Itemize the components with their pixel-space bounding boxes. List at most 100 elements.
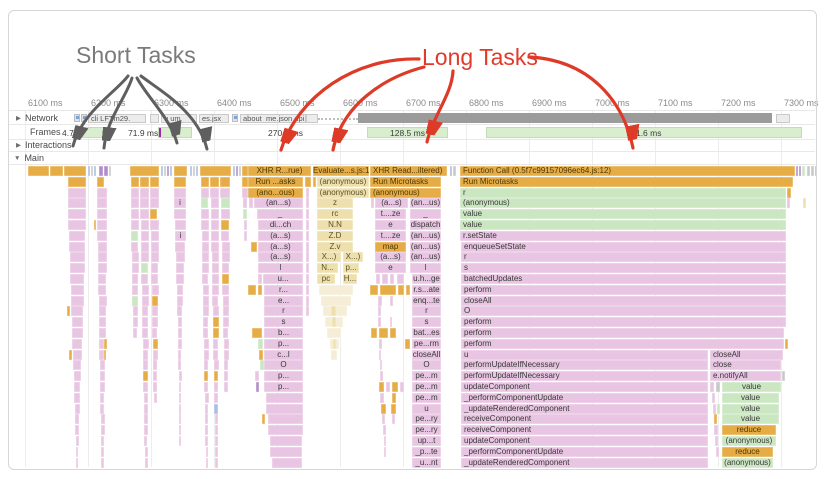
flame-bar[interactable]: closeAll: [710, 349, 783, 360]
flame-bar[interactable]: [272, 457, 302, 468]
flame-bar[interactable]: [306, 241, 309, 252]
flame-bar[interactable]: [244, 220, 247, 230]
flame-bar[interactable]: [179, 371, 182, 382]
frame-bar[interactable]: 128.5 ms: [367, 127, 448, 138]
flame-bar[interactable]: [266, 403, 303, 414]
flame-bar[interactable]: XHR R...rue): [248, 166, 311, 176]
flame-bar[interactable]: [131, 198, 139, 209]
flame-bar[interactable]: [212, 274, 219, 284]
flame-bar[interactable]: [799, 166, 801, 176]
flame-bar[interactable]: [390, 295, 393, 306]
flame-bar[interactable]: [152, 306, 158, 317]
flame-bar[interactable]: [131, 230, 138, 241]
flame-bar[interactable]: [175, 241, 185, 252]
flame-bar[interactable]: [152, 295, 158, 306]
flame-bar[interactable]: [174, 187, 186, 198]
flame-bar[interactable]: [215, 457, 218, 468]
flame-bar[interactable]: [131, 241, 138, 252]
flame-bar[interactable]: [144, 436, 147, 446]
flame-bar[interactable]: [214, 392, 218, 403]
flame-bar[interactable]: [153, 371, 157, 382]
flame-bar[interactable]: [131, 187, 139, 198]
flame-bar[interactable]: [215, 436, 218, 446]
flame-bar[interactable]: [392, 414, 395, 425]
flame-bar[interactable]: [178, 328, 182, 338]
flame-bar[interactable]: N.N: [317, 220, 353, 230]
flame-bar[interactable]: [215, 425, 218, 436]
flame-bar[interactable]: [803, 198, 806, 209]
flame-bar[interactable]: [74, 392, 80, 403]
flame-bar[interactable]: [131, 220, 139, 230]
flame-bar[interactable]: [710, 382, 714, 392]
flame-bar[interactable]: [380, 284, 396, 295]
flame-bar[interactable]: [178, 317, 182, 328]
flame-bar[interactable]: [141, 241, 149, 252]
flame-bar[interactable]: [150, 187, 159, 198]
flame-bar[interactable]: [712, 392, 715, 403]
flame-bar[interactable]: [179, 382, 181, 392]
flame-bar[interactable]: [132, 284, 138, 295]
flame-bar[interactable]: [713, 403, 716, 414]
flame-bar[interactable]: enq...te: [412, 295, 441, 306]
flame-bar[interactable]: r...: [264, 284, 303, 295]
flame-bar[interactable]: [101, 425, 105, 436]
flame-bar[interactable]: [179, 425, 181, 436]
flame-bar[interactable]: (anonymous): [460, 198, 786, 209]
flame-bar[interactable]: [224, 349, 229, 360]
flame-bar[interactable]: [88, 166, 90, 176]
flame-bar[interactable]: [201, 176, 209, 187]
flame-bar[interactable]: [785, 338, 788, 349]
flame-bar[interactable]: receiveComponent: [461, 414, 708, 425]
flame-bar[interactable]: [400, 382, 404, 392]
flame-bar[interactable]: [224, 360, 228, 371]
flame-bar[interactable]: (an...us): [410, 241, 441, 252]
flame-bar[interactable]: [130, 166, 159, 176]
flame-bar[interactable]: r: [412, 306, 441, 317]
flame-bar[interactable]: value: [722, 382, 781, 392]
flame-bar[interactable]: r.setState: [460, 230, 786, 241]
flame-bar[interactable]: (an...us): [410, 230, 441, 241]
flame-bar[interactable]: [144, 392, 148, 403]
flame-bar[interactable]: [100, 382, 105, 392]
flame-bar[interactable]: [378, 317, 381, 328]
flame-bar[interactable]: rc: [317, 209, 353, 220]
frame-bar[interactable]: [82, 127, 106, 138]
flame-bar[interactable]: [131, 209, 139, 220]
flame-bar[interactable]: [202, 230, 209, 241]
flame-bar[interactable]: [152, 328, 157, 338]
flame-bar[interactable]: [213, 317, 219, 328]
flame-bar[interactable]: [214, 403, 218, 414]
flame-bar[interactable]: [140, 176, 149, 187]
flame-bar[interactable]: [132, 295, 138, 306]
network-request-icon[interactable]: [74, 114, 80, 122]
flame-bar[interactable]: [203, 306, 209, 317]
flame-bar[interactable]: [204, 338, 209, 349]
flame-bar[interactable]: u...: [263, 274, 303, 284]
flame-bar[interactable]: [811, 166, 814, 176]
flame-bar[interactable]: [223, 328, 228, 338]
flame-bar[interactable]: [306, 274, 309, 284]
flame-bar[interactable]: l: [258, 263, 303, 274]
flame-bar[interactable]: perform: [461, 338, 784, 349]
flame-bar[interactable]: Function Call (0.5f7c99157096ec64.js:12): [460, 166, 795, 176]
flame-bar[interactable]: (ano...ous): [248, 187, 303, 198]
flame-bar[interactable]: [380, 371, 383, 382]
flame-bar[interactable]: [68, 176, 86, 187]
flame-bar[interactable]: [145, 457, 148, 468]
flame-bar[interactable]: updateComponent: [461, 436, 708, 446]
flame-bar[interactable]: [251, 241, 257, 252]
flame-bar[interactable]: [206, 457, 208, 468]
flame-bar[interactable]: bat...es: [412, 328, 441, 338]
flame-bar[interactable]: [376, 274, 380, 284]
flame-bar[interactable]: [211, 220, 219, 230]
flame-bar[interactable]: b...: [264, 328, 303, 338]
flame-bar[interactable]: [306, 230, 309, 241]
flame-bar[interactable]: [260, 360, 264, 371]
flame-bar[interactable]: [211, 241, 219, 252]
flame-bar[interactable]: [306, 220, 309, 230]
flame-bar[interactable]: [331, 349, 337, 360]
flame-bar[interactable]: _: [410, 209, 441, 220]
flame-bar[interactable]: [132, 263, 139, 274]
flame-bar[interactable]: [99, 317, 106, 328]
flame-bar[interactable]: [379, 382, 384, 392]
